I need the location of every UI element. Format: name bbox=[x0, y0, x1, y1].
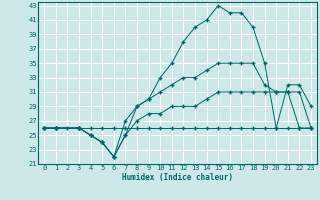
X-axis label: Humidex (Indice chaleur): Humidex (Indice chaleur) bbox=[122, 173, 233, 182]
